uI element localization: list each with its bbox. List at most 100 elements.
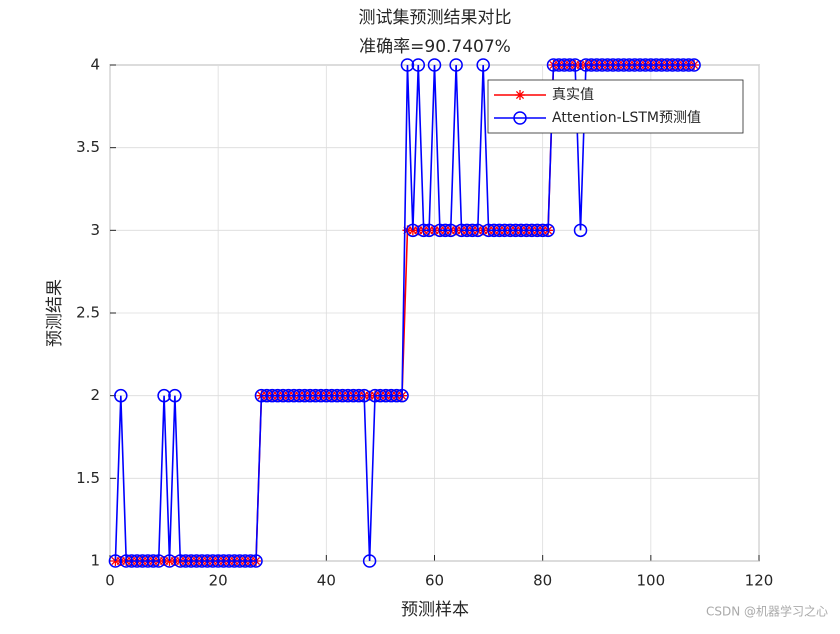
x-tick-label: 40 (317, 572, 336, 590)
circle-marker (411, 58, 426, 72)
circle-marker (373, 388, 388, 403)
circle-marker (222, 554, 236, 568)
circle-marker (476, 58, 490, 72)
circle-marker (617, 58, 631, 72)
circle-marker (141, 554, 155, 568)
circle-marker (579, 58, 593, 72)
circle-marker (330, 388, 344, 403)
circle-marker (460, 223, 474, 238)
circle-marker (238, 554, 252, 568)
circle-marker (676, 58, 691, 72)
circle-marker (270, 388, 285, 403)
circle-marker (265, 388, 279, 403)
circle-marker (660, 58, 674, 72)
circle-marker (341, 388, 355, 403)
circle-marker (227, 554, 242, 568)
circle-marker (595, 58, 609, 72)
circle-marker (324, 388, 339, 403)
circle-marker (206, 554, 220, 568)
circle-marker (151, 554, 166, 568)
circle-marker (130, 554, 144, 568)
series (108, 58, 701, 568)
legend-label: 真实值 (552, 87, 594, 103)
circle-marker (546, 58, 561, 72)
circle-marker (654, 58, 669, 72)
circle-marker (427, 58, 442, 72)
circle-marker (535, 223, 550, 238)
y-tick-label: 1 (90, 552, 100, 570)
x-tick-label: 20 (209, 572, 228, 590)
circle-marker (254, 388, 269, 403)
circle-marker (319, 388, 334, 403)
circle-marker (389, 388, 404, 403)
star-marker (515, 90, 525, 100)
circle-marker (584, 58, 599, 72)
circle-marker (281, 388, 296, 403)
circle-marker (649, 58, 663, 72)
circle-marker (562, 58, 577, 72)
circle-marker (665, 58, 680, 72)
circle-marker (189, 554, 204, 568)
circle-marker (633, 58, 647, 72)
chart-subtitle: 准确率=90.7407% (359, 37, 511, 57)
circle-marker (638, 58, 653, 72)
circle-marker (492, 223, 507, 238)
circle-marker (606, 58, 620, 72)
y-tick-label: 2 (90, 386, 100, 404)
circle-marker (671, 58, 685, 72)
circle-marker (471, 223, 485, 238)
circle-marker (465, 223, 480, 238)
circle-marker (481, 223, 496, 238)
circle-marker (552, 58, 566, 72)
circle-marker (249, 554, 263, 568)
circle-marker (211, 554, 225, 568)
circle-marker (114, 388, 128, 403)
y-tick-label: 4 (90, 56, 100, 74)
circle-marker (400, 58, 415, 72)
circle-marker (168, 388, 182, 403)
circle-marker (178, 554, 193, 568)
circle-marker (514, 223, 528, 238)
circle-marker (611, 58, 626, 72)
circle-marker (498, 223, 512, 238)
circle-marker (487, 223, 501, 238)
legend: 真实值 Attention-LSTM预测值 (487, 79, 744, 134)
circle-marker (438, 223, 453, 238)
circle-marker (124, 554, 139, 568)
circle-marker (513, 111, 527, 125)
circle-marker (416, 223, 431, 238)
circle-marker (530, 223, 545, 238)
x-tick-label: 0 (105, 572, 115, 590)
circle-marker (644, 58, 658, 72)
watermark: CSDN @机器学习之心 (706, 604, 828, 619)
circle-marker (573, 223, 588, 238)
circle-marker (108, 554, 123, 568)
circle-marker (352, 388, 366, 403)
circle-marker (433, 223, 447, 238)
circle-marker (687, 58, 701, 72)
circle-marker (233, 554, 247, 568)
circle-marker (406, 223, 420, 238)
circle-marker (449, 58, 463, 72)
circle-marker (519, 223, 534, 238)
circle-marker (622, 58, 636, 72)
circle-marker (260, 388, 274, 403)
circle-marker (422, 223, 436, 238)
circle-marker (308, 388, 323, 403)
y-tick-label: 3.5 (76, 138, 100, 156)
circle-marker (454, 223, 469, 238)
x-tick-label: 100 (637, 572, 666, 590)
circle-marker (443, 223, 458, 238)
circle-marker (525, 223, 539, 238)
circle-marker (384, 388, 398, 403)
x-axis-label: 预测样本 (401, 600, 469, 620)
circle-marker (508, 223, 523, 238)
circle-marker (303, 388, 317, 403)
circle-marker (276, 388, 290, 403)
circle-marker (146, 554, 161, 568)
x-tick-label: 120 (745, 572, 774, 590)
circle-marker (314, 388, 328, 403)
circle-marker (357, 388, 371, 403)
